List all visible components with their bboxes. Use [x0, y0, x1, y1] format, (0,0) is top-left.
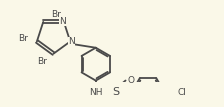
- Text: Br: Br: [37, 57, 47, 66]
- Text: S: S: [112, 87, 119, 97]
- Text: NH: NH: [89, 88, 103, 97]
- Text: N: N: [68, 37, 75, 46]
- Text: O: O: [128, 76, 135, 85]
- Text: Cl: Cl: [178, 88, 187, 97]
- Text: Br: Br: [18, 34, 28, 43]
- Text: Br: Br: [51, 10, 61, 19]
- Text: N: N: [59, 17, 66, 26]
